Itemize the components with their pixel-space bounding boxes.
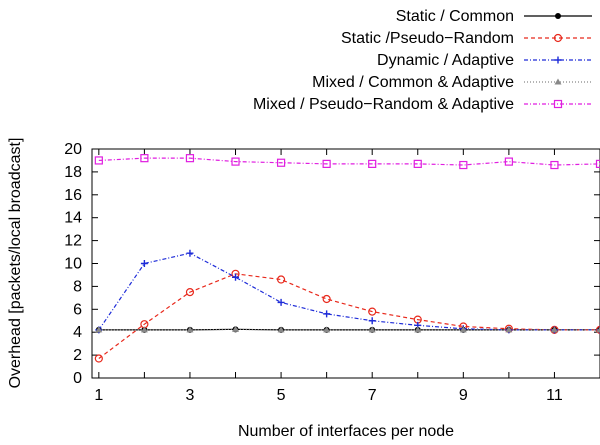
data-point: [368, 326, 376, 333]
series-3: [95, 249, 600, 334]
data-point: [323, 310, 331, 318]
x-tick-label: 7: [368, 387, 377, 404]
x-tick-label: 1: [94, 387, 103, 404]
data-point: [232, 325, 240, 332]
data-point: [459, 160, 468, 170]
data-point: [505, 326, 513, 333]
legend-label: Static /Pseudo−Random: [341, 30, 514, 47]
data-point: [276, 275, 286, 284]
y-tick-label: 16: [64, 187, 82, 204]
data-point: [140, 154, 149, 163]
data-point: [550, 326, 558, 333]
y-tick-label: 2: [73, 347, 82, 364]
series-line: [98, 328, 600, 331]
y-axis-title: Overhead [packets/local broadcast]: [7, 138, 24, 389]
data-point: [231, 157, 240, 166]
data-point: [323, 326, 331, 333]
data-point: [277, 298, 285, 306]
y-tick-label: 8: [73, 278, 82, 295]
data-point: [277, 326, 285, 333]
data-point: [186, 326, 194, 333]
series-line: [98, 157, 600, 166]
series-4: [95, 325, 600, 333]
data-point: [140, 326, 148, 333]
y-tick-label: 20: [64, 141, 82, 158]
y-tick-label: 4: [73, 324, 82, 341]
series-line: [98, 252, 600, 331]
data-point: [322, 159, 331, 168]
x-tick-label: 11: [546, 387, 563, 404]
legend-label: Dynamic / Adaptive: [377, 52, 514, 69]
y-tick-label: 14: [64, 210, 82, 227]
data-point: [595, 159, 600, 168]
y-tick-label: 10: [64, 256, 82, 273]
data-point: [459, 326, 467, 333]
legend-label: Static / Common: [396, 8, 514, 25]
y-tick-label: 12: [64, 233, 82, 250]
y-axis: 0 2 4 6 8 10 12 14 16 18 20: [64, 141, 600, 387]
y-tick-label: 18: [64, 164, 82, 181]
data-point: [276, 158, 286, 167]
data-point: [185, 154, 195, 163]
y-tick-label: 6: [73, 301, 82, 318]
data-point: [553, 99, 563, 109]
data-point: [322, 294, 331, 304]
plot-area-border: [91, 148, 600, 379]
data-point: [596, 326, 600, 333]
x-axis: 1 3 5 7 9 11: [94, 149, 600, 404]
data-point: [140, 260, 148, 267]
data-point: [413, 159, 422, 168]
data-point: [94, 156, 103, 165]
data-point: [554, 56, 562, 64]
data-point: [94, 354, 103, 363]
data-point: [555, 13, 561, 19]
data-point: [185, 288, 195, 297]
data-point: [368, 317, 376, 325]
y-tick-label: 0: [73, 370, 82, 387]
plot-frame: [91, 148, 600, 379]
x-tick-label: 9: [459, 387, 468, 404]
legend-label: Mixed / Common & Adaptive: [312, 74, 514, 91]
series-line: [98, 273, 600, 360]
legend: Static / Common Static /Pseudo−Random Dyna…: [253, 8, 592, 113]
data-point: [414, 326, 422, 333]
series-layer: [94, 154, 600, 363]
legend-label: Mixed / Pseudo−Random & Adaptive: [253, 96, 514, 113]
data-point: [553, 33, 563, 43]
data-point: [186, 249, 194, 257]
data-point: [504, 157, 513, 166]
data-point: [368, 159, 377, 168]
data-point: [95, 326, 103, 333]
data-point: [550, 160, 559, 170]
data-point: [232, 273, 240, 281]
series-2: [94, 269, 600, 363]
x-axis-title: Number of interfaces per node: [238, 423, 454, 440]
data-point: [554, 78, 562, 85]
data-point: [368, 307, 377, 316]
x-tick-label: 3: [186, 387, 195, 404]
x-tick-label: 5: [277, 387, 286, 404]
series-5: [94, 154, 600, 170]
